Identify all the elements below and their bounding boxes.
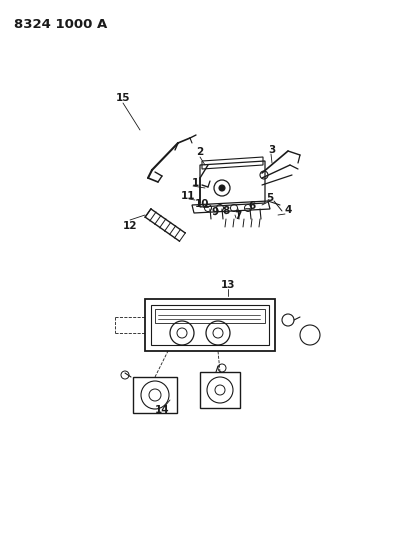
Text: 6: 6 [248, 201, 256, 211]
Circle shape [219, 185, 225, 191]
Text: 8324 1000 A: 8324 1000 A [14, 18, 107, 31]
Text: 2: 2 [196, 147, 204, 157]
Text: 1: 1 [191, 178, 199, 188]
Text: 14: 14 [155, 405, 169, 415]
Text: 13: 13 [221, 280, 235, 290]
Text: 10: 10 [195, 199, 209, 209]
Text: 11: 11 [181, 191, 195, 201]
Text: 3: 3 [268, 145, 276, 155]
Text: 15: 15 [116, 93, 130, 103]
Text: 5: 5 [266, 193, 274, 203]
Text: 7: 7 [234, 211, 242, 221]
Text: 8: 8 [222, 206, 230, 216]
Text: 9: 9 [211, 207, 219, 217]
Text: 12: 12 [123, 221, 137, 231]
Text: 4: 4 [284, 205, 292, 215]
